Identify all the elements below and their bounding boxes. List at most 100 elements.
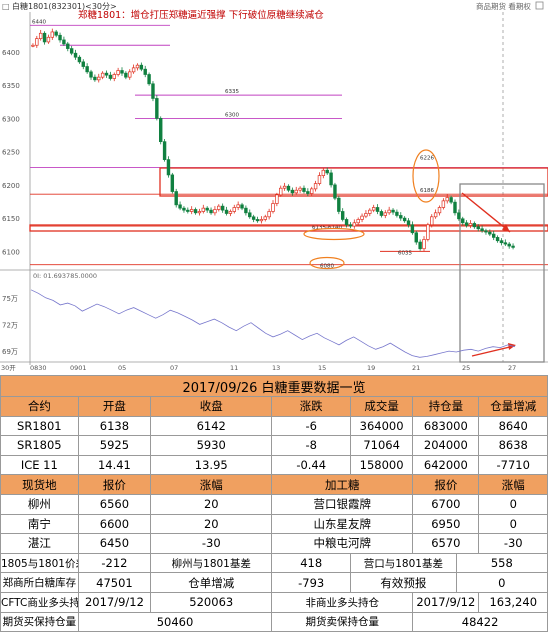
candle (476, 224, 480, 232)
table-cell: 13.95 (150, 454, 273, 476)
candle (62, 36, 66, 46)
table-row: 郑商所白糖库存 47501 仓单增减 -793 有效预报 0 (0, 572, 548, 593)
table-cell: 6950 (412, 513, 480, 535)
candle (224, 206, 229, 216)
table-cell: 683000 (412, 415, 480, 437)
candle (511, 243, 515, 250)
candle (267, 208, 271, 220)
candle (38, 29, 43, 41)
candle (430, 214, 434, 228)
candle (282, 182, 287, 191)
table-cell: 湛江 (0, 533, 79, 554)
header-cell: 收盘 (150, 396, 273, 417)
oi-tick-label: 75万 (2, 295, 18, 303)
candle (488, 229, 492, 237)
focus-box (459, 183, 545, 363)
table-cell: 6142 (150, 415, 273, 437)
header-checkbox-icon[interactable] (535, 1, 544, 10)
x-tick-label: 30开 (1, 364, 16, 372)
table-cell: 642000 (412, 454, 480, 476)
header-cell: 报价 (77, 474, 152, 495)
candle (69, 45, 74, 56)
oi-info: 0I: 01.693785.0000 (33, 272, 97, 280)
candle (73, 49, 78, 60)
header-cell: 成交量 (350, 396, 414, 417)
table-cell: 418 (271, 552, 352, 574)
candle (337, 195, 341, 215)
level-label: 6035 (398, 250, 412, 256)
table-row: SR1805 5925 5930 -8 71064 204000 8638 (0, 435, 548, 456)
candle (491, 230, 496, 241)
trend-arrow-oi (471, 345, 515, 357)
candle (166, 156, 171, 178)
candle (131, 64, 136, 74)
table-row: 湛江 6450 -30 中粮屯河牌 6570 -30 (0, 533, 548, 554)
candle (85, 63, 89, 74)
x-tick-label: 25 (462, 364, 470, 372)
candle (310, 186, 314, 196)
candle (461, 216, 465, 226)
candle (46, 34, 51, 44)
candle (143, 65, 147, 78)
table-cell: 郑商所白糖库存 (0, 572, 79, 593)
candle (391, 208, 395, 215)
candle (271, 200, 275, 214)
table-cell: 50460 (77, 611, 273, 632)
table-cell: 0 (478, 513, 548, 535)
candle (457, 209, 461, 221)
candle (205, 206, 209, 213)
candle (360, 213, 364, 223)
candle (128, 69, 132, 80)
header-cell: 合约 (0, 396, 79, 417)
y-tick-label: 6250 (2, 149, 20, 157)
header-cell: 涨幅 (478, 474, 548, 495)
candle (449, 195, 453, 205)
table-cell: 营口与1801基差 (350, 552, 457, 574)
table-cell: 非商业多头持仓 (271, 591, 414, 613)
x-tick-label: 0901 (70, 364, 87, 372)
level-label: 6335 (225, 89, 239, 95)
candle (50, 28, 55, 40)
table-cell: 47501 (77, 572, 152, 593)
table-row: 南宁 6600 20 山东星友牌 6950 0 (0, 513, 548, 535)
candle (437, 205, 442, 216)
oi-line (30, 289, 516, 358)
chart-annotation: 郑糖1801：增仓打压郑糖逼近强撑 下行破位原糖继续减仓 (78, 9, 324, 21)
table-cell: 8638 (478, 435, 548, 456)
table-cell: 20 (150, 493, 273, 515)
table-cell: 0 (478, 493, 548, 515)
candle (298, 186, 302, 193)
level-label: 6226 (420, 156, 434, 162)
table-cell: 6600 (77, 513, 152, 535)
candle (406, 218, 411, 228)
table-cell: -6 (271, 415, 352, 437)
candle (162, 139, 167, 162)
level-oval-6138 (303, 227, 365, 241)
table-cell: 中粮屯河牌 (271, 533, 414, 554)
candle (228, 209, 233, 217)
candle (248, 209, 252, 219)
candle (317, 172, 322, 186)
header-cell: 涨幅 (150, 474, 273, 495)
table-cell: -0.44 (271, 454, 352, 476)
table-cell: -793 (271, 572, 352, 593)
candle (112, 72, 116, 82)
candle (495, 235, 500, 243)
table-cell: -7710 (478, 454, 548, 476)
table-cell: 6570 (412, 533, 480, 554)
candle (120, 67, 124, 76)
candle (100, 71, 105, 80)
level-label: 6080 (320, 264, 334, 270)
candle (422, 236, 426, 252)
table-cell: 有效预报 (350, 572, 457, 593)
candle (290, 187, 295, 196)
candle (89, 69, 93, 80)
table-row: CFTC商业多头持仓2017/9/12520063非商业多头持仓2017/9/1… (0, 591, 548, 613)
candle (507, 242, 511, 249)
candle (174, 188, 178, 208)
candle (178, 201, 182, 211)
table-cell: 2017/9/12 (77, 591, 152, 613)
candle (220, 203, 225, 213)
candle (410, 221, 415, 235)
candle (387, 206, 391, 215)
